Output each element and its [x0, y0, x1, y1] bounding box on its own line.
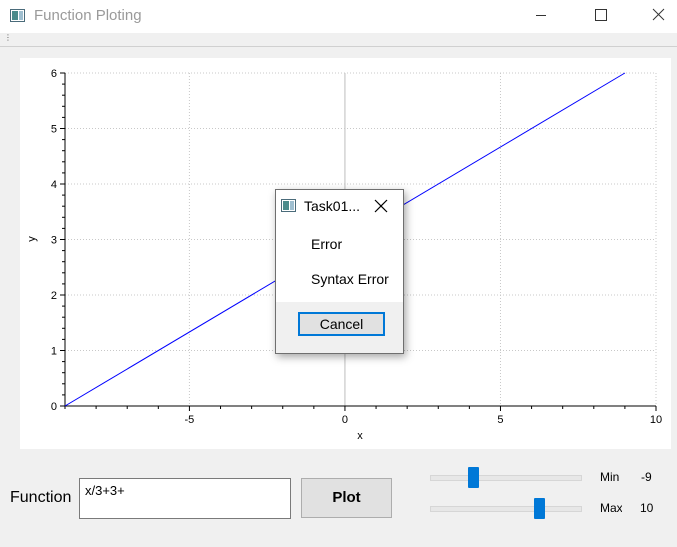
maximize-button[interactable] — [577, 0, 623, 33]
min-value: -9 — [641, 470, 652, 484]
x-tick-label: 5 — [497, 414, 503, 426]
y-tick-label: 6 — [51, 68, 57, 80]
min-label: Min — [600, 470, 620, 484]
y-tick-label: 0 — [51, 401, 57, 413]
x-tick-label: 10 — [650, 414, 662, 426]
max-label: Max — [600, 501, 622, 515]
close-icon — [652, 8, 665, 21]
dialog-title: Task01... — [304, 198, 361, 214]
y-tick-label: 4 — [51, 179, 57, 191]
max-value: 10 — [640, 501, 654, 515]
x-axis-label: x — [357, 430, 363, 442]
dialog-app-icon — [281, 199, 296, 212]
cancel-button[interactable]: Cancel — [298, 312, 385, 336]
y-axis-label: y — [26, 236, 38, 242]
dialog-heading: Error — [311, 236, 343, 252]
y-tick-label: 3 — [51, 235, 57, 247]
y-tick-label: 5 — [51, 124, 57, 136]
window-title: Function Ploting — [34, 7, 142, 24]
toolbar-grip-icon[interactable]: ⋮ — [4, 33, 12, 42]
plot-axes: -5 0 5 10 0 1 2 3 4 5 6 — [51, 68, 662, 426]
dialog-button-bar: Cancel — [276, 302, 403, 353]
minimize-icon — [536, 15, 546, 16]
plot-area: -5 0 5 10 0 1 2 3 4 5 6 x y — [20, 58, 671, 449]
dialog-close-icon[interactable] — [374, 199, 388, 213]
max-slider[interactable] — [430, 506, 582, 512]
function-input[interactable]: x/3+3+ — [79, 478, 291, 519]
function-label: Function — [10, 489, 72, 506]
max-slider-thumb[interactable] — [534, 498, 546, 519]
title-bar: Function Ploting — [0, 0, 677, 33]
plot-button[interactable]: Plot — [301, 478, 392, 518]
y-tick-label: 1 — [51, 346, 57, 358]
dialog-message: Syntax Error — [311, 271, 389, 287]
x-tick-label: -5 — [185, 414, 195, 426]
toolbar-area — [0, 33, 677, 47]
app-icon — [10, 9, 25, 22]
y-tick-label: 2 — [51, 290, 57, 302]
x-tick-label: 0 — [342, 414, 348, 426]
close-button[interactable] — [636, 0, 677, 33]
error-dialog: Task01... Error Syntax Error Cancel — [275, 189, 404, 354]
min-slider[interactable] — [430, 475, 582, 481]
maximize-icon — [595, 9, 607, 21]
minimize-button[interactable] — [517, 0, 563, 33]
min-slider-thumb[interactable] — [468, 467, 480, 488]
